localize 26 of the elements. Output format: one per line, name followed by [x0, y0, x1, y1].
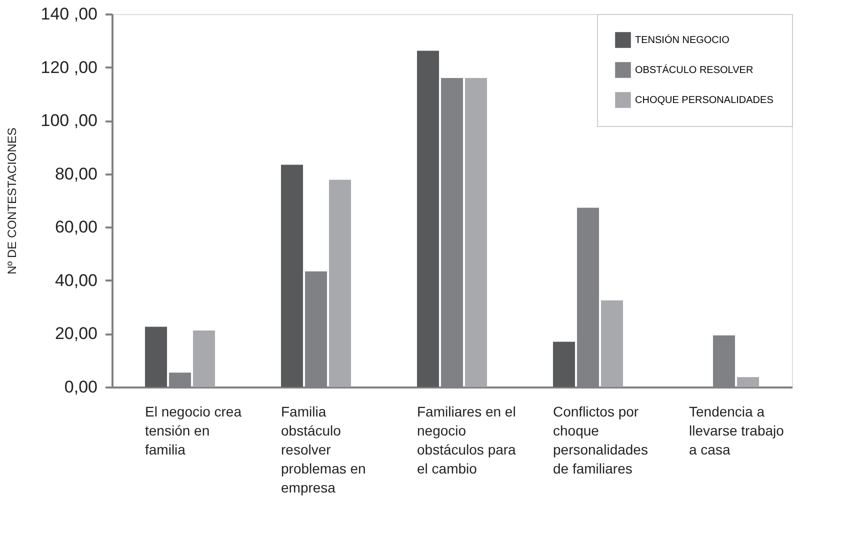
- y-tick-label: 0,00: [64, 378, 98, 396]
- bar: [417, 50, 439, 387]
- bar: [465, 78, 487, 387]
- y-tick-label: 20,00: [54, 324, 98, 344]
- x-tick-label: El negocio crea tensión en familia: [145, 404, 242, 458]
- legend-label: OBSTÁCULO RESOLVER: [635, 64, 754, 76]
- y-tick-label: 60,00: [54, 218, 98, 237]
- y-tick-label: 140 ,00: [40, 4, 98, 24]
- y-tick-label: 100 ,00: [40, 111, 98, 130]
- x-tick-label: Conflictos por choque personalidades de familiares: [553, 404, 648, 476]
- x-tick-label: Familiares en el negocio obstáculos para el cambio: [417, 404, 516, 476]
- bar: [193, 330, 215, 387]
- bar: [281, 164, 303, 387]
- y-axis-title: Nº DE CONTESTACIONES: [4, 128, 19, 274]
- bar: [601, 300, 623, 387]
- x-tick-label: Familia obstáculo resolver problemas en empresa: [281, 404, 366, 496]
- bar: [329, 180, 351, 387]
- legend-label: TENSIÓN NEGOCIO: [635, 34, 730, 46]
- bar: [737, 377, 759, 387]
- y-tick-label: 80,00: [54, 164, 98, 184]
- y-tick-label: 120 ,00: [40, 58, 98, 77]
- y-tick-label: 40,00: [54, 270, 98, 290]
- bar: [145, 326, 167, 387]
- x-tick-label: Tendencia a llevarse trabajo a casa: [689, 404, 784, 458]
- bar: [553, 342, 575, 387]
- legend-label: CHOQUE PERSONALIDADES: [635, 95, 774, 106]
